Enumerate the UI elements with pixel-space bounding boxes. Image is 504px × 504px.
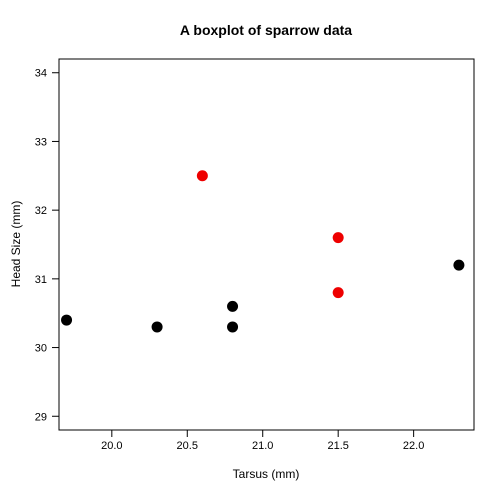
- data-point: [61, 314, 73, 326]
- y-tick-label: 29: [35, 411, 47, 423]
- chart-title: A boxplot of sparrow data: [180, 22, 352, 38]
- data-point: [332, 287, 344, 299]
- x-axis: 20.0 20.5 21.0 21.5 22.0: [101, 430, 424, 452]
- y-tick-label: 34: [35, 68, 47, 80]
- data-point: [227, 300, 239, 312]
- plot-frame: [58, 58, 475, 431]
- x-tick-label: 22.0: [403, 440, 424, 452]
- y-tick-label: 33: [35, 136, 47, 148]
- x-axis-label: Tarsus (mm): [233, 467, 300, 481]
- y-tick-label: 32: [35, 205, 47, 217]
- data-point: [196, 170, 208, 182]
- data-point: [332, 232, 344, 244]
- x-tick-label: 20.0: [101, 440, 122, 452]
- y-axis-label: Head Size (mm): [9, 201, 23, 288]
- x-tick-label: 20.5: [177, 440, 198, 452]
- y-tick-label: 30: [35, 343, 47, 355]
- data-points: [61, 170, 465, 333]
- y-tick-label: 31: [35, 274, 47, 286]
- x-tick-label: 21.0: [252, 440, 273, 452]
- x-tick-label: 21.5: [327, 440, 348, 452]
- data-point: [227, 321, 239, 333]
- data-point: [453, 259, 465, 271]
- data-point: [151, 321, 163, 333]
- y-axis: 29 30 31 32 33 34: [35, 68, 59, 423]
